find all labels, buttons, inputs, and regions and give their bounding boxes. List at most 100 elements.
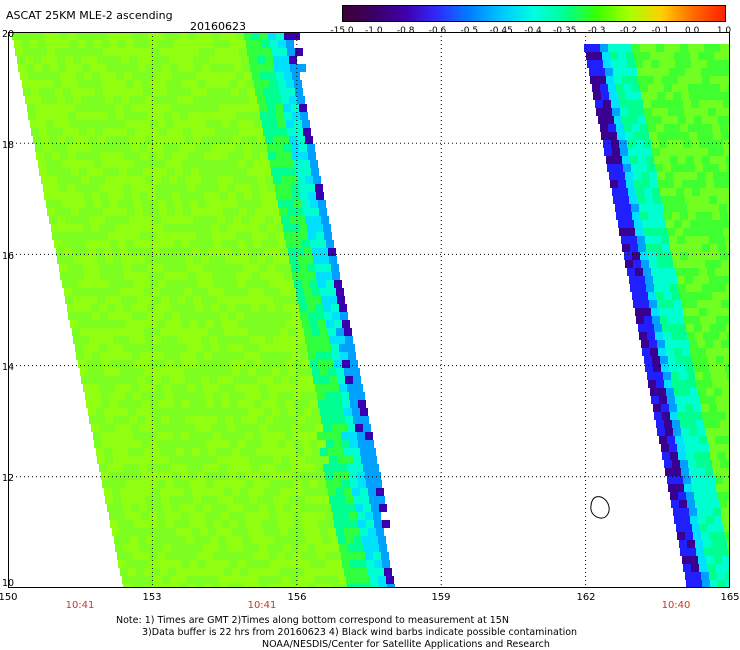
swath-cell bbox=[191, 88, 199, 96]
swath-cell bbox=[595, 60, 603, 68]
swath-cell bbox=[78, 200, 86, 208]
swath-cell bbox=[630, 156, 638, 164]
swath-cell bbox=[147, 504, 155, 512]
swath-cell bbox=[695, 204, 703, 212]
swath-cell bbox=[192, 488, 200, 496]
swath-cell bbox=[279, 88, 287, 96]
swath-cell bbox=[693, 572, 701, 580]
swath-cell bbox=[127, 88, 135, 96]
swath-cell bbox=[673, 172, 681, 180]
island-coastline bbox=[588, 495, 612, 521]
swath-cell bbox=[676, 108, 684, 116]
swath-cell bbox=[650, 348, 658, 356]
swath-cell bbox=[180, 312, 188, 320]
swath-cell bbox=[698, 220, 706, 228]
swath-cell bbox=[379, 544, 387, 552]
swath-cell bbox=[155, 424, 163, 432]
swath-cell bbox=[309, 432, 317, 440]
swath-cell bbox=[225, 336, 233, 344]
swath-cell bbox=[246, 440, 254, 448]
swath-cell bbox=[46, 120, 54, 128]
swath-cell bbox=[145, 256, 153, 264]
swath-cell bbox=[263, 168, 271, 176]
swath-cell bbox=[630, 116, 638, 124]
swath-cell bbox=[332, 272, 340, 280]
swath-cell bbox=[309, 392, 317, 400]
swath-cell bbox=[43, 144, 51, 152]
swath-cell bbox=[320, 288, 328, 296]
swath-cell bbox=[181, 432, 189, 440]
swath-cell bbox=[131, 264, 139, 272]
swath-cell bbox=[633, 172, 641, 180]
swath-cell bbox=[52, 232, 60, 240]
swath-cell bbox=[129, 376, 137, 384]
swath-cell bbox=[355, 464, 363, 472]
swath-cell bbox=[654, 76, 662, 84]
swath-cell bbox=[339, 464, 347, 472]
swath-cell bbox=[227, 264, 235, 272]
swath-cell bbox=[86, 360, 94, 368]
swath-cell bbox=[345, 456, 353, 464]
swath-cell bbox=[274, 576, 282, 584]
swath-cell bbox=[153, 56, 161, 64]
swath-cell bbox=[264, 288, 272, 296]
swath-cell bbox=[79, 208, 87, 216]
swath-cell bbox=[366, 520, 374, 528]
swath-cell bbox=[305, 296, 313, 304]
swath-cell bbox=[275, 344, 283, 352]
swath-cell bbox=[700, 188, 708, 196]
swath-cell bbox=[172, 232, 180, 240]
swath-cell bbox=[126, 80, 134, 88]
swath-cell bbox=[153, 96, 161, 104]
swath-cell bbox=[702, 580, 710, 588]
swath-cell bbox=[91, 344, 99, 352]
swath-cell bbox=[137, 336, 145, 344]
swath-cell bbox=[689, 340, 697, 348]
swath-cell bbox=[155, 384, 163, 392]
swath-cell bbox=[216, 568, 224, 576]
swath-cell bbox=[112, 328, 120, 336]
swath-cell bbox=[140, 72, 148, 80]
swath-cell bbox=[179, 184, 187, 192]
swath-cell bbox=[684, 524, 692, 532]
swath-cell bbox=[280, 448, 288, 456]
swath-cell bbox=[84, 352, 92, 360]
swath-cell bbox=[618, 220, 626, 228]
swath-cell bbox=[150, 560, 158, 568]
swath-cell bbox=[288, 368, 296, 376]
swath-cell bbox=[96, 448, 104, 456]
swath-cell bbox=[640, 252, 648, 260]
swath-cell bbox=[646, 76, 654, 84]
swath-cell bbox=[368, 568, 376, 576]
swath-cell bbox=[86, 80, 94, 88]
swath-cell bbox=[706, 180, 714, 188]
swath-cell bbox=[710, 76, 718, 84]
swath-cell bbox=[612, 148, 620, 156]
swath-cell bbox=[203, 184, 211, 192]
swath-cell bbox=[718, 452, 726, 460]
swath-cell bbox=[220, 72, 228, 80]
swath-cell bbox=[174, 520, 182, 528]
swath-cell bbox=[145, 496, 153, 504]
swath-cell bbox=[651, 396, 659, 404]
swath-cell bbox=[211, 424, 219, 432]
lat-tick-14: 14 bbox=[2, 362, 14, 373]
swath-cell bbox=[365, 472, 373, 480]
swath-cell bbox=[251, 384, 259, 392]
swath-cell bbox=[193, 296, 201, 304]
swath-cell bbox=[124, 352, 132, 360]
swath-cell bbox=[347, 464, 355, 472]
swath-cell bbox=[294, 440, 302, 448]
swath-time-2: 10:41 bbox=[248, 600, 277, 611]
swath-cell bbox=[650, 388, 658, 396]
swath-cell bbox=[134, 160, 142, 168]
swath-cell bbox=[722, 516, 730, 524]
swath-cell bbox=[214, 40, 222, 48]
swath-cell bbox=[52, 72, 60, 80]
swath-cell bbox=[268, 112, 276, 120]
swath-cell bbox=[632, 252, 640, 260]
swath-cell bbox=[637, 276, 645, 284]
swath-cell bbox=[657, 172, 665, 180]
swath-cell bbox=[150, 120, 158, 128]
swath-cell bbox=[166, 120, 174, 128]
